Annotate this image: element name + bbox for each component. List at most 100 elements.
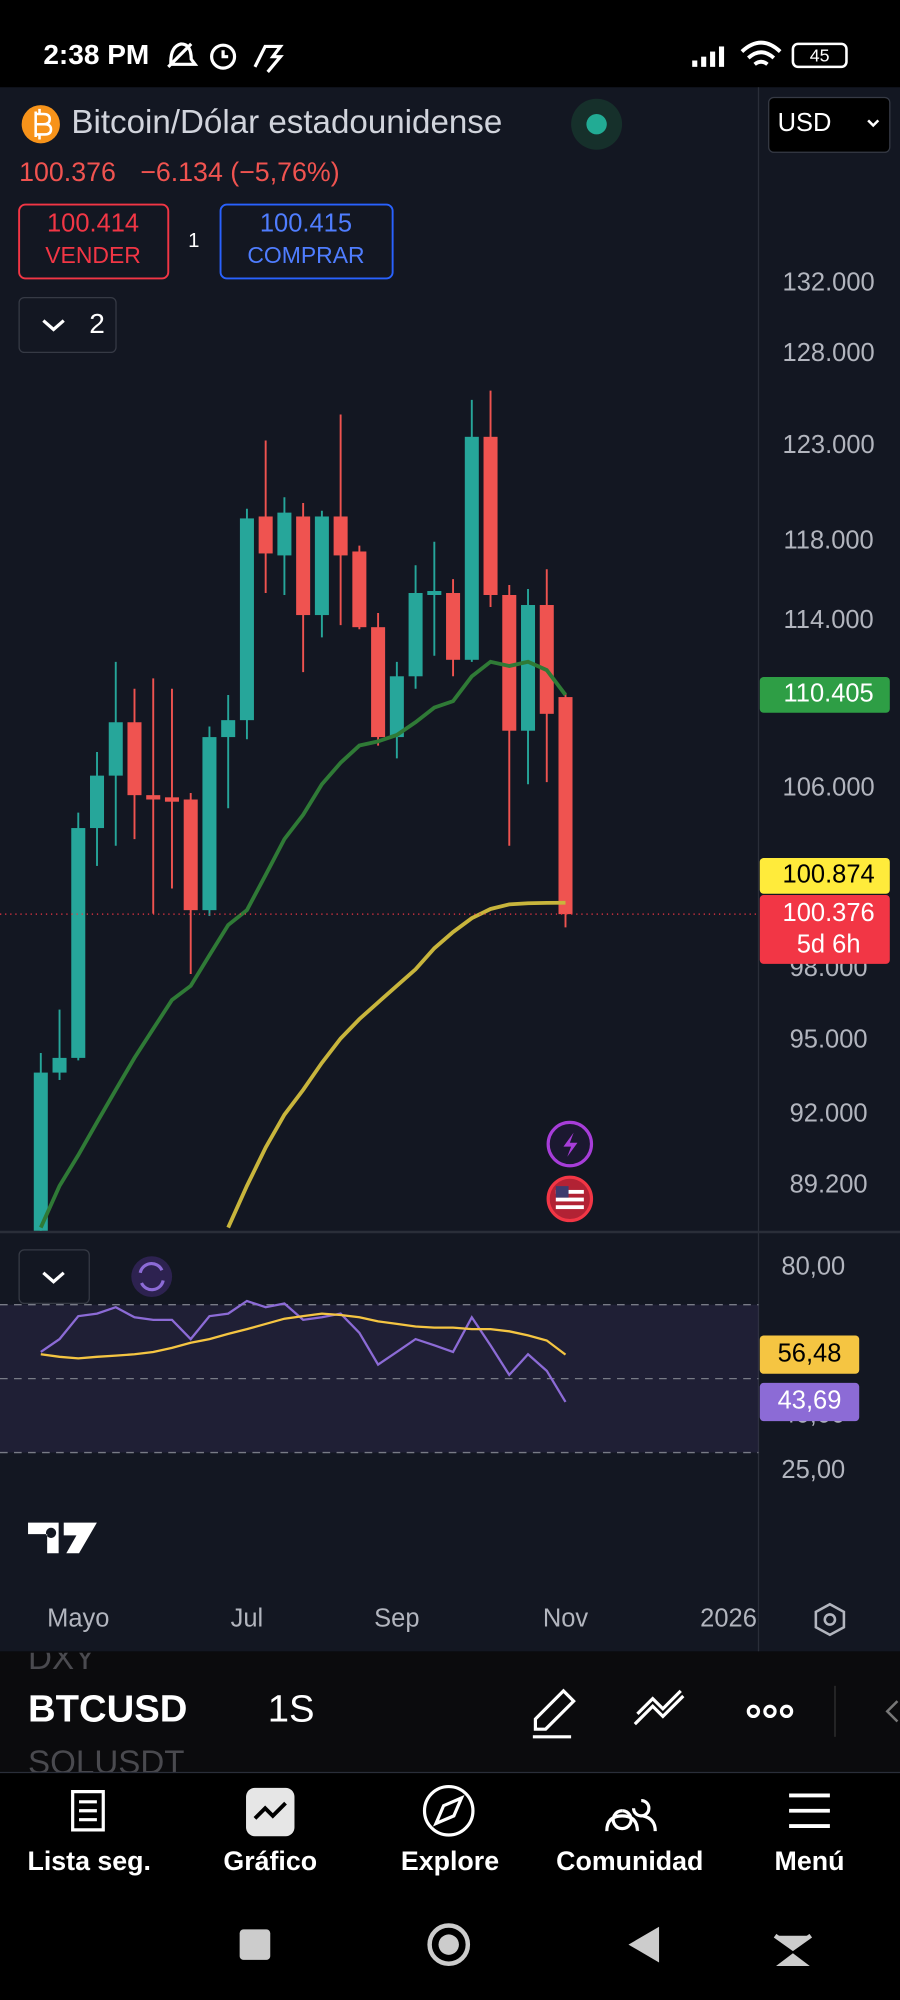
coin-glyph bbox=[34, 108, 53, 140]
rsi-value-text: 43,69 bbox=[778, 1387, 842, 1415]
y-tick-label: 118.000 bbox=[783, 526, 873, 554]
quantity: 1 bbox=[188, 230, 199, 252]
system-back[interactable] bbox=[628, 1926, 660, 1963]
sell-button[interactable] bbox=[18, 203, 170, 280]
axes: 132.000 128.000 123.000 118.000 114.000 106.0… bbox=[759, 268, 890, 1484]
candle-body bbox=[408, 593, 423, 677]
moving-average bbox=[39, 659, 568, 1229]
indicators-toggle[interactable] bbox=[18, 296, 117, 354]
candle-body bbox=[127, 722, 142, 796]
price-label-text: 110.405 bbox=[783, 680, 873, 708]
interval[interactable]: 1S bbox=[268, 1687, 315, 1730]
candle-body bbox=[314, 516, 329, 616]
candle-body bbox=[521, 605, 536, 731]
nav-label[interactable]: Comunidad bbox=[556, 1846, 703, 1876]
nav-labels: Lista seg. Gráfico Explore Comunidad Menú bbox=[28, 1846, 845, 1876]
rsi-tick-label: 80,00 bbox=[781, 1252, 845, 1280]
candle-body bbox=[502, 595, 517, 731]
countdown: 5d 6h bbox=[797, 931, 861, 959]
y-tick-label: 95.000 bbox=[790, 1026, 868, 1054]
candle-body bbox=[71, 828, 86, 1058]
collapse[interactable] bbox=[885, 1700, 899, 1723]
nav-label[interactable]: Menú bbox=[775, 1846, 845, 1876]
indicators-tool[interactable] bbox=[633, 1689, 685, 1726]
sync-icon bbox=[138, 1261, 165, 1292]
symbol-title: Bitcoin/Dólar estadounidense bbox=[71, 104, 502, 141]
last-price-label bbox=[759, 895, 890, 964]
rsi-sync[interactable] bbox=[131, 1256, 173, 1298]
buy-button[interactable] bbox=[219, 203, 394, 280]
candle-body bbox=[202, 737, 217, 911]
candle-body bbox=[239, 518, 254, 721]
rsi-value-text: 56,48 bbox=[778, 1339, 842, 1367]
signal bbox=[692, 46, 725, 67]
y-tick-label: 89.200 bbox=[790, 1171, 868, 1199]
y-tick-label: 92.000 bbox=[790, 1099, 868, 1127]
rsi-tick-label: 25,00 bbox=[781, 1456, 845, 1484]
flag-icon bbox=[555, 1186, 584, 1210]
more-tool[interactable] bbox=[746, 1704, 794, 1719]
candle-body bbox=[164, 797, 179, 802]
symbol[interactable]: BTCUSD bbox=[28, 1687, 187, 1730]
system-hide[interactable] bbox=[773, 1933, 813, 1966]
rsi-value-label bbox=[759, 1335, 860, 1374]
brand-logo bbox=[28, 1522, 97, 1554]
clock: 2:38 PM bbox=[43, 39, 149, 70]
candle-body bbox=[33, 1072, 48, 1231]
explore-icon[interactable] bbox=[422, 1784, 475, 1837]
community-icon[interactable] bbox=[605, 1798, 657, 1832]
nav-label[interactable]: Explore bbox=[401, 1846, 499, 1876]
x-tick-label: 2026 bbox=[700, 1604, 757, 1632]
system-home-dot bbox=[438, 1934, 459, 1955]
chevron bbox=[867, 119, 880, 128]
rsi-line bbox=[40, 1312, 567, 1360]
sell-price: 100.414 bbox=[47, 210, 139, 238]
candle-body bbox=[483, 436, 498, 596]
sell-label: VENDER bbox=[45, 242, 141, 268]
y-tick-label: 123.000 bbox=[783, 431, 875, 459]
candle-body bbox=[258, 516, 273, 554]
price-label bbox=[759, 677, 890, 713]
x-tick-label: Mayo bbox=[47, 1604, 109, 1632]
chart-area bbox=[0, 87, 900, 1652]
settings-icon bbox=[823, 1613, 837, 1626]
candle-body bbox=[389, 676, 404, 738]
buy-price: 100.415 bbox=[260, 210, 352, 238]
candle-body bbox=[464, 436, 479, 660]
draw-tool[interactable] bbox=[532, 1688, 576, 1739]
settings-button[interactable] bbox=[814, 1602, 846, 1637]
x-axis: Mayo Jul Sep Nov 2026 bbox=[47, 1604, 757, 1632]
rsi-value-label bbox=[759, 1382, 860, 1422]
chart-glyph bbox=[253, 1801, 287, 1820]
wifi bbox=[740, 40, 782, 66]
previous-symbol[interactable]: DXY bbox=[28, 1640, 96, 1677]
battery bbox=[791, 42, 848, 69]
rsi-line bbox=[40, 1299, 567, 1403]
candle-body bbox=[277, 512, 292, 556]
x-tick-label: Nov bbox=[543, 1604, 589, 1632]
rsi-toggle[interactable] bbox=[18, 1249, 90, 1305]
chevron bbox=[42, 1271, 65, 1284]
chevron bbox=[42, 319, 65, 332]
price-label-text: 100.874 bbox=[783, 861, 875, 889]
candle-body bbox=[558, 697, 573, 915]
system-home[interactable] bbox=[427, 1923, 471, 1966]
menu-icon[interactable] bbox=[789, 1793, 830, 1828]
watchlist-icon[interactable] bbox=[71, 1790, 105, 1832]
currency: USD bbox=[778, 109, 832, 137]
x-tick-label: Jul bbox=[231, 1604, 264, 1632]
y-tick-label: 128.000 bbox=[783, 339, 875, 367]
nav-label[interactable]: Gráfico bbox=[223, 1846, 317, 1876]
indicator-count: 2 bbox=[89, 308, 105, 339]
price-pane bbox=[0, 390, 759, 1231]
nav-label[interactable]: Lista seg. bbox=[28, 1846, 151, 1876]
currency-select[interactable] bbox=[768, 96, 891, 153]
x-tick-label: Sep bbox=[374, 1604, 419, 1632]
next-symbol[interactable]: SOLUSDT bbox=[28, 1745, 184, 1782]
system-recents[interactable] bbox=[239, 1929, 271, 1960]
flash-icon bbox=[563, 1132, 578, 1157]
price-label bbox=[759, 858, 890, 894]
candle-body bbox=[296, 516, 311, 616]
y-tick-label: 114.000 bbox=[783, 606, 873, 634]
